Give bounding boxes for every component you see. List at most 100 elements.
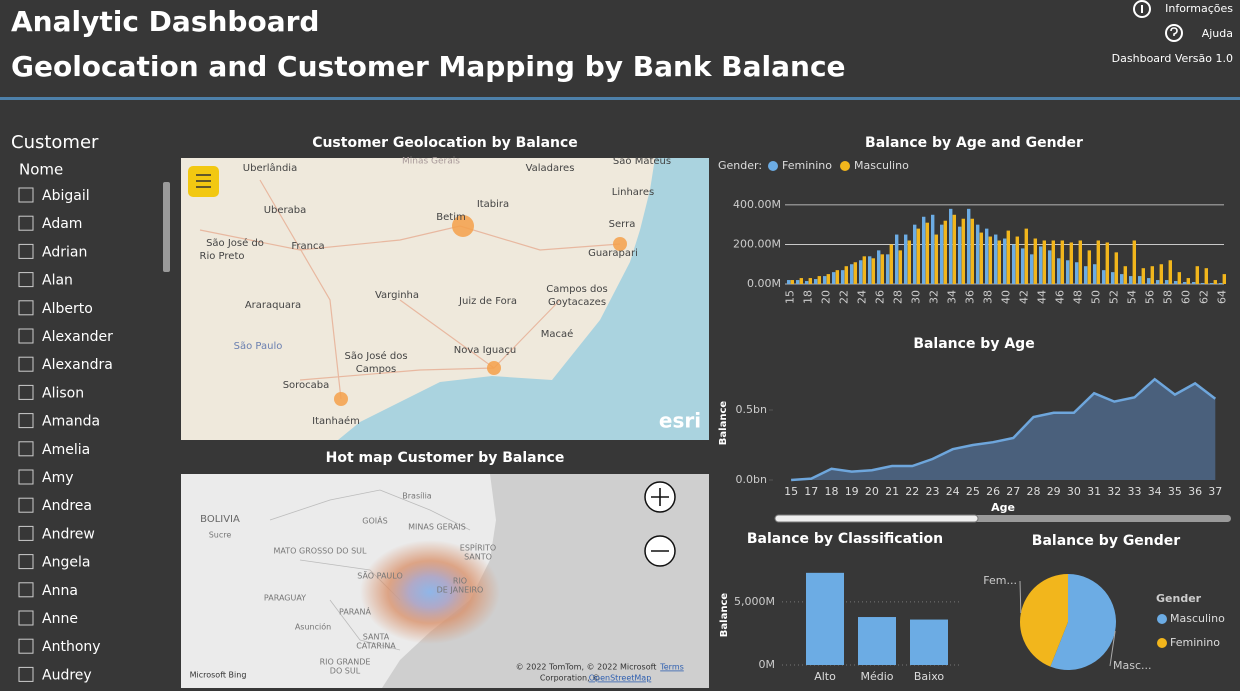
map-label: Guarapari bbox=[588, 248, 638, 259]
bar bbox=[787, 280, 791, 284]
checkbox[interactable] bbox=[18, 272, 34, 288]
map-label: São Mateus bbox=[613, 156, 671, 167]
checkbox[interactable] bbox=[18, 328, 34, 344]
bar bbox=[850, 264, 854, 284]
map-title: Customer Geolocation by Balance bbox=[312, 135, 578, 151]
checkbox[interactable] bbox=[18, 215, 34, 231]
map-bubble[interactable] bbox=[487, 361, 501, 375]
y-tick-label: 0M bbox=[759, 658, 776, 671]
slicer-item[interactable]: Abigail bbox=[18, 187, 90, 204]
map-bubble[interactable] bbox=[613, 237, 627, 251]
bar bbox=[868, 256, 872, 284]
checkbox[interactable] bbox=[18, 187, 34, 203]
map-bubble[interactable] bbox=[334, 392, 348, 406]
checkbox[interactable] bbox=[18, 666, 34, 682]
slicer-item[interactable]: Amelia bbox=[18, 441, 90, 458]
slicer-item[interactable]: Alexandra bbox=[18, 356, 113, 373]
chart-title: Balance by Classification bbox=[747, 531, 943, 547]
bar bbox=[886, 254, 890, 284]
legend-swatch bbox=[1157, 614, 1167, 624]
slicer-item[interactable]: Anna bbox=[18, 582, 78, 599]
map-label: OpenStreetMap bbox=[589, 674, 652, 683]
bar bbox=[967, 208, 971, 284]
checkbox[interactable] bbox=[18, 610, 34, 626]
scrollbar[interactable] bbox=[163, 182, 170, 272]
legend-label: Masculino bbox=[1170, 612, 1225, 625]
slicer-item[interactable]: Alan bbox=[18, 272, 73, 289]
pie-slice bbox=[1019, 574, 1068, 667]
checkbox[interactable] bbox=[18, 384, 34, 400]
map-label: Asunción bbox=[295, 622, 331, 632]
checkbox[interactable] bbox=[18, 356, 34, 372]
map-bubble[interactable] bbox=[452, 215, 474, 237]
menu-icon bbox=[196, 174, 211, 188]
slicer-item[interactable]: Alberto bbox=[18, 300, 93, 317]
bar bbox=[844, 266, 848, 284]
checkbox[interactable] bbox=[18, 497, 34, 513]
x-tick-label: 34 bbox=[1148, 485, 1162, 498]
checkbox[interactable] bbox=[18, 300, 34, 316]
slicer-item[interactable]: Anne bbox=[18, 610, 78, 627]
map-label: Sorocaba bbox=[283, 380, 330, 391]
bar bbox=[1093, 264, 1097, 284]
checkbox[interactable] bbox=[18, 582, 34, 598]
slicer-item[interactable]: Alexander bbox=[18, 328, 113, 345]
checkbox[interactable] bbox=[18, 441, 34, 457]
slicer-item[interactable]: Anthony bbox=[18, 638, 101, 655]
x-tick-label: 36 bbox=[1188, 485, 1202, 498]
bar bbox=[859, 260, 863, 284]
slicer-item[interactable]: Angela bbox=[18, 554, 90, 571]
chart-title: Balance by Age bbox=[913, 336, 1034, 352]
legend-label: Feminino bbox=[1170, 636, 1220, 649]
link[interactable]: Informações bbox=[1165, 2, 1233, 15]
map-label: PARAGUAY bbox=[264, 594, 306, 603]
info-link[interactable]: Informações bbox=[1133, 0, 1233, 18]
checkbox[interactable] bbox=[18, 413, 34, 429]
checkbox[interactable] bbox=[18, 469, 34, 485]
bar bbox=[949, 208, 953, 284]
slicer-item[interactable]: Andrew bbox=[18, 525, 95, 542]
x-tick-label: 18 bbox=[825, 485, 839, 498]
help-link[interactable]: Ajuda bbox=[1165, 24, 1233, 42]
scroll-thumb[interactable] bbox=[774, 514, 979, 523]
bar bbox=[961, 218, 965, 284]
slicer-item[interactable]: Andrea bbox=[18, 497, 92, 514]
link[interactable]: Ajuda bbox=[1202, 27, 1233, 40]
slicer-item[interactable]: Amanda bbox=[18, 413, 100, 430]
map-label: Araraquara bbox=[245, 300, 301, 311]
slicer-item[interactable]: Amy bbox=[18, 469, 74, 486]
bar bbox=[1222, 274, 1226, 284]
map-label: Minas Gerais bbox=[402, 157, 460, 167]
x-tick-label: 24 bbox=[856, 290, 869, 304]
slicer-item[interactable]: Audrey bbox=[18, 666, 92, 683]
slicer-item-label: Adrian bbox=[42, 244, 87, 260]
x-tick-label: 50 bbox=[1090, 290, 1103, 304]
slicer-item-label: Amelia bbox=[42, 442, 90, 458]
bar bbox=[1030, 254, 1034, 284]
map-label: Juiz de Fora bbox=[458, 296, 517, 307]
map-label: GOIÁS bbox=[362, 515, 387, 526]
slicer-item-label: Adam bbox=[42, 216, 82, 232]
x-tick-label: 21 bbox=[885, 485, 899, 498]
title-line: Analytic Dashboard bbox=[11, 5, 319, 38]
x-tick-label: 34 bbox=[946, 290, 959, 304]
map-sea bbox=[338, 158, 709, 440]
checkbox[interactable] bbox=[18, 243, 34, 259]
zoom-out[interactable] bbox=[644, 535, 676, 567]
bar bbox=[976, 224, 980, 284]
bar bbox=[1021, 248, 1025, 284]
bar bbox=[940, 224, 944, 284]
slicer-item[interactable]: Adam bbox=[18, 215, 82, 232]
checkbox[interactable] bbox=[18, 638, 34, 654]
map-label: Valadares bbox=[526, 163, 575, 174]
bar bbox=[1186, 278, 1190, 284]
map-label: Nova Iguaçu bbox=[454, 345, 516, 356]
checkbox[interactable] bbox=[18, 525, 34, 541]
bar bbox=[1210, 283, 1214, 284]
zoom-in[interactable] bbox=[644, 481, 676, 513]
bar bbox=[904, 234, 908, 284]
checkbox[interactable] bbox=[18, 554, 34, 570]
slicer-item[interactable]: Adrian bbox=[18, 243, 87, 260]
slicer-item[interactable]: Alison bbox=[18, 384, 84, 401]
bar bbox=[817, 276, 821, 284]
